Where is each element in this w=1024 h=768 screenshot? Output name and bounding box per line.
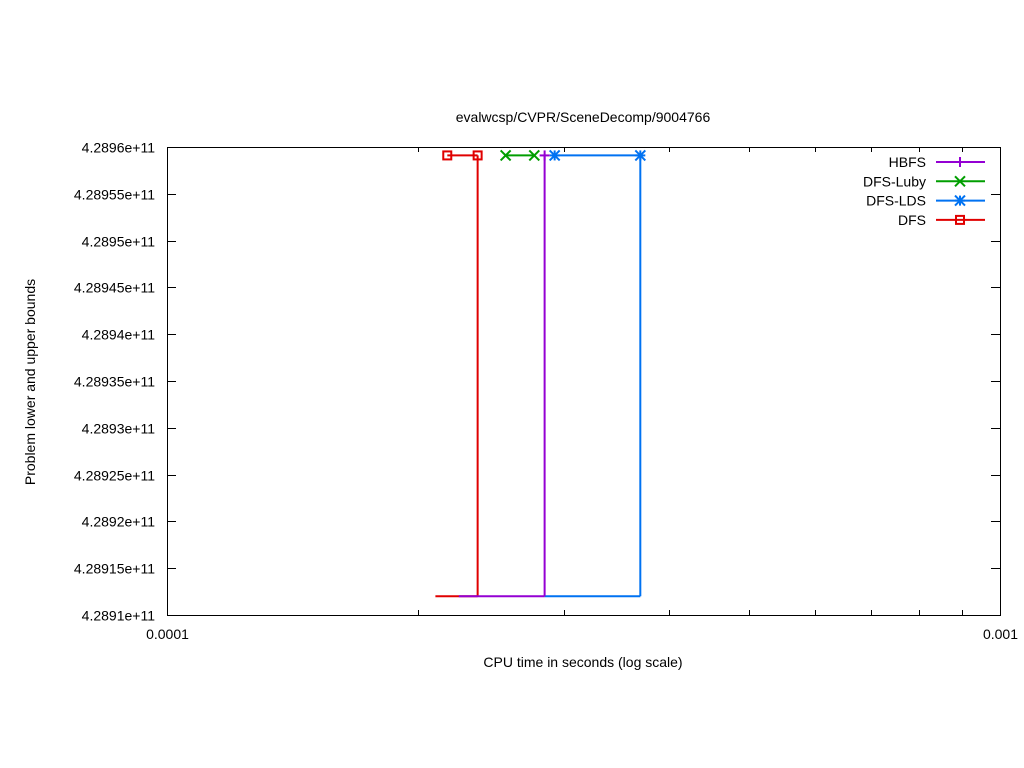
x-tick-label: 0.001 [983,626,1018,642]
data-point [634,149,647,162]
chart-title: evalwcsp/CVPR/SceneDecomp/9004766 [456,109,711,125]
legend-item-dfs-luby: DFS-Luby [863,173,985,189]
y-tick-label: 4.2892e+11 [82,514,156,530]
y-tick-label: 4.28945e+11 [74,280,155,296]
x-tick-label: 0.0001 [146,626,189,642]
y-tick-label: 4.2893e+11 [82,421,156,437]
legend-item-hbfs: HBFS [889,154,985,170]
legend-item-dfs: DFS [898,212,985,228]
y-axis: 4.2891e+11 4.28915e+11 4.2892e+11 4.28925e+… [74,140,1000,624]
legend-label: DFS-LDS [866,193,926,209]
y-tick-label: 4.28925e+11 [74,468,155,484]
y-tick-label: 4.2894e+11 [82,327,156,343]
data-point [472,150,483,161]
data-point [548,149,561,162]
y-tick-label: 4.28955e+11 [74,187,155,203]
legend-marker [955,214,965,225]
y-tick-label: 4.2896e+11 [82,140,156,156]
legend-item-dfs-lds: DFS-LDS [866,193,985,209]
y-tick-label: 4.2895e+11 [82,234,156,250]
legend-marker [954,194,966,207]
x-axis: 0.0001 0.001 [146,147,1018,642]
series-dfs-lds [544,149,647,598]
legend-label: DFS [898,212,926,228]
legend-label: DFS-Luby [863,173,926,189]
legend-label: HBFS [889,154,926,170]
plot-series [435,149,647,598]
x-axis-label: CPU time in seconds (log scale) [483,654,682,670]
data-point [528,149,540,162]
y-tick-label: 4.28935e+11 [74,374,155,390]
series-dfs [435,150,483,598]
y-tick-label: 4.2891e+11 [82,608,156,624]
series-hbfs [458,150,550,598]
series-dfs-luby [499,149,540,162]
plot-frame [167,147,1001,616]
y-tick-label: 4.28915e+11 [74,561,155,577]
data-point [442,150,453,161]
legend: HBFS DFS-Luby DFS-LDS DFS [863,154,985,228]
y-axis-label: Problem lower and upper bounds [22,279,38,485]
data-point [539,150,550,161]
legend-marker [955,157,965,167]
data-point [499,149,512,162]
legend-marker [954,175,966,188]
